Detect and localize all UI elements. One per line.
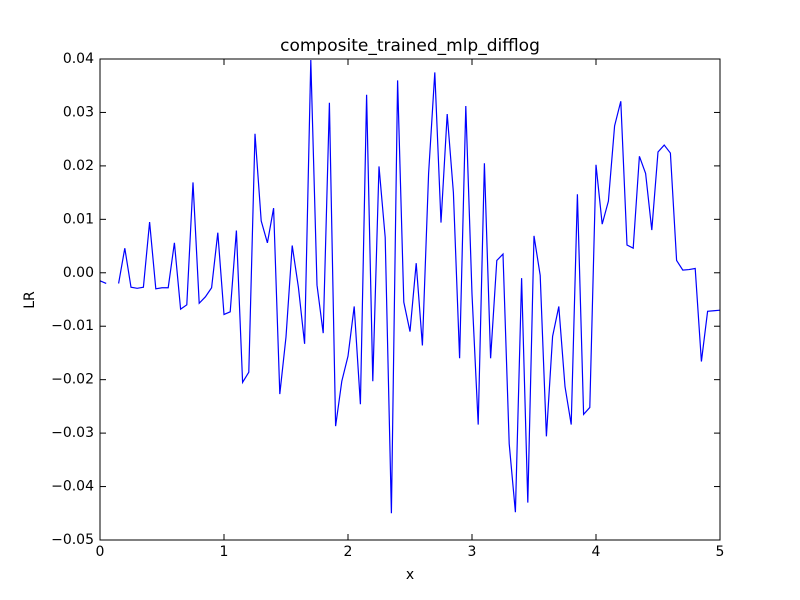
chart-title: composite_trained_mlp_difflog [280, 36, 540, 56]
y-tick-label: −0.04 [51, 479, 94, 495]
x-tick-label: 5 [716, 544, 725, 560]
x-axis-label: x [406, 567, 414, 583]
y-tick-label: 0.00 [63, 265, 94, 281]
y-tick-label: 0.03 [63, 104, 94, 120]
y-tick-label: −0.02 [51, 372, 94, 388]
x-tick-label: 2 [344, 544, 353, 560]
y-tick-label: −0.05 [51, 532, 94, 548]
y-axis-label: LR [22, 291, 38, 309]
y-tick-label: 0.02 [63, 158, 94, 174]
plot-frame [99, 58, 721, 541]
x-tick-label: 4 [592, 544, 601, 560]
data-line [99, 60, 721, 514]
y-tick-label: 0.04 [63, 51, 94, 67]
y-tick-label: 0.01 [63, 211, 94, 227]
x-tick-label: 1 [220, 544, 229, 560]
x-tick-label: 0 [96, 544, 105, 560]
y-tick-label: −0.03 [51, 425, 94, 441]
x-tick-label: 3 [468, 544, 477, 560]
y-tick-label: −0.01 [51, 318, 94, 334]
